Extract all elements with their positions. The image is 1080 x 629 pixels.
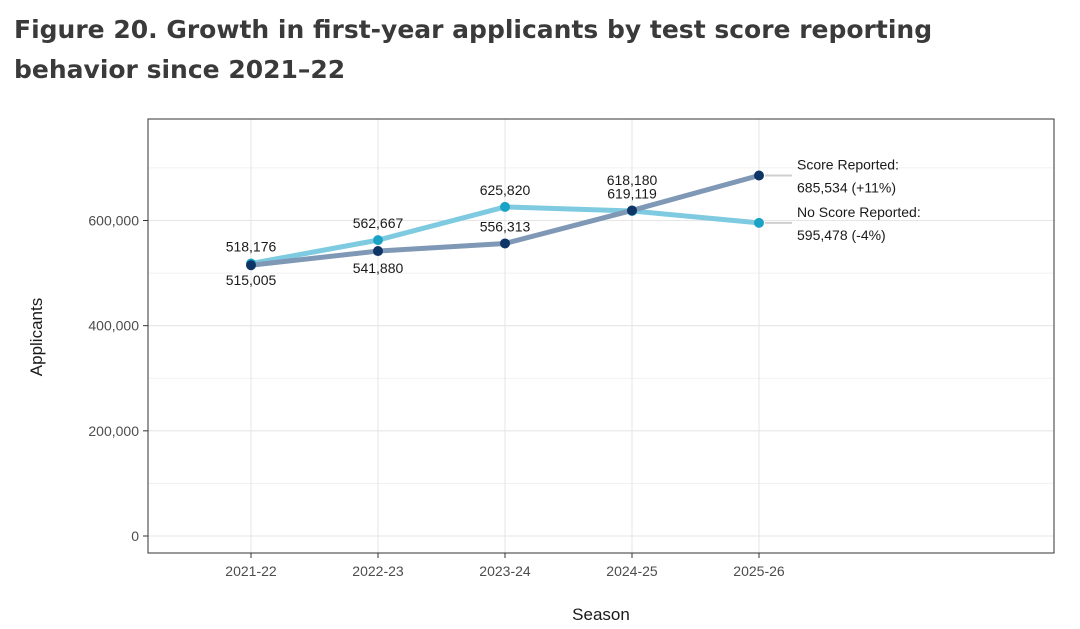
end-label-name: Score Reported: [797,157,899,173]
data-point-no-score-reported [500,201,510,212]
y-tick-label: 200,000 [88,423,139,439]
data-point-no-score-reported [754,217,764,228]
data-label: 618,180 [607,172,658,188]
panel-border [147,118,1055,554]
y-tick-label: 0 [131,528,139,544]
plot-panel [147,118,1055,554]
x-tick-label: 2023-24 [479,563,531,579]
axes: 0 200,000 400,000 600,000 2021-22 2022-23 2023… [88,213,785,580]
y-tick-label: 600,000 [88,213,139,229]
data-point-score-reported [373,246,383,257]
data-point-score-reported [500,238,510,249]
series-layer [246,170,764,271]
end-label-value: 685,534 (+11%) [797,180,896,196]
data-labels: 518,176 562,667 625,820 618,180 515,005 541,8… [226,157,921,289]
data-point-no-score-reported [373,235,383,246]
data-label: 619,119 [607,185,657,201]
end-label-value: 595,478 (-4%) [797,227,886,243]
data-label: 541,880 [353,260,404,276]
figure-title: Figure 20. Growth in first-year applican… [14,15,933,84]
data-label: 556,313 [480,218,531,234]
end-label-name: No Score Reported: [797,204,921,220]
x-tick-label: 2025-26 [733,563,785,579]
data-point-score-reported [627,205,637,216]
data-point-score-reported [754,170,764,181]
data-label: 625,820 [480,182,531,198]
data-label: 518,176 [226,239,277,255]
data-label: 562,667 [353,215,404,231]
x-tick-label: 2022-23 [352,563,404,579]
x-axis-title: Season [572,605,630,624]
data-point-score-reported [246,260,256,271]
x-tick-label: 2024-25 [606,563,658,579]
y-tick-label: 400,000 [88,318,139,334]
x-tick-label: 2021-22 [225,563,277,579]
data-label: 515,005 [226,272,277,288]
y-axis-title: Applicants [27,298,46,376]
